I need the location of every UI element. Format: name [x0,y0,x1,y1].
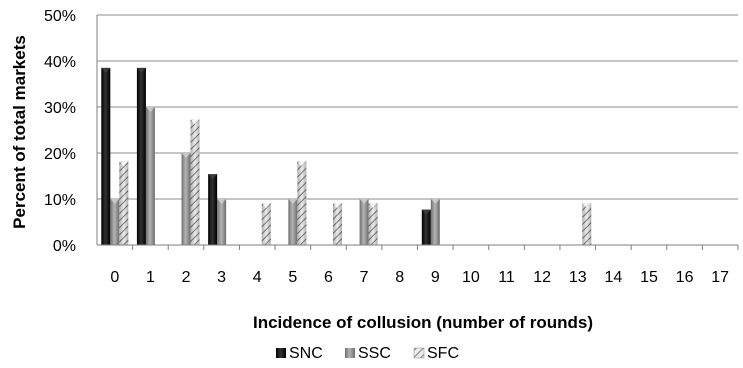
bar-cap [582,203,592,209]
y-tick-labels: 0% 10% 20% 30% 40% 50% [44,8,76,255]
y-tick-label: 50% [44,8,76,25]
y-tick-label: 10% [44,192,76,209]
x-tick-label: 2 [182,269,191,286]
bar-shading [582,203,592,245]
x-tick-label: 11 [498,269,515,286]
bar-cap [217,199,227,204]
bar-ssc [181,153,191,245]
bar-ssc [145,107,155,245]
bar-ssc [430,199,440,245]
x-tick-label: 6 [324,269,333,286]
x-tick-label: 9 [431,269,440,286]
bar-cap [430,199,440,204]
bar-snc [421,209,431,245]
gridlines [97,14,738,200]
y-tick-label: 30% [44,100,76,117]
bar-cap [145,107,155,112]
bar-shading [297,161,307,245]
bar-ssc [359,199,369,245]
x-tick-label: 15 [640,269,658,286]
bar-cap [208,174,218,180]
bar-shading [119,161,129,245]
bar-cap [261,203,271,209]
bar-cap [288,199,298,204]
x-tick-label: 16 [676,269,694,286]
bar-cap [119,161,129,167]
legend-swatch-ssc [345,348,355,358]
legend-label-snc: SNC [289,345,323,362]
bar-shading [261,203,271,245]
x-axis-title: Incidence of collusion (number of rounds… [253,313,593,332]
x-tick-label: 5 [288,269,297,286]
bar-shading [368,203,378,245]
bar-cap [136,67,146,73]
x-tick-label: 13 [569,269,587,286]
legend-label-ssc: SSC [358,345,391,362]
x-tick-label: 7 [360,269,369,286]
bar-ssc [217,199,227,245]
bar-snc [101,67,111,246]
x-tick-label: 10 [462,269,480,286]
y-axis-title: Percent of total markets [10,35,29,229]
x-tick-label: 17 [711,269,729,286]
bar-cap [359,199,369,204]
bar-cap [368,203,378,209]
bar-cap [181,153,191,158]
bar-cap [110,199,120,204]
bar-cap [332,203,342,209]
bar-snc [208,174,218,245]
bar-ssc [110,199,120,245]
y-tick-label: 0% [53,238,76,255]
y-tick-label: 20% [44,146,76,163]
bar-shading [332,203,342,245]
bar-ssc [288,199,298,245]
x-tick-label: 1 [146,269,155,286]
legend-swatch-snc [276,348,286,358]
y-tick-label: 40% [44,54,76,71]
bar-snc [136,67,146,246]
x-tick-label: 4 [253,269,262,286]
x-tick-labels: 0 1 2 3 4 5 6 7 8 9 10 11 12 13 14 15 16 17 [110,245,739,286]
legend-label-sfc: SFC [427,345,459,362]
bar-shading [190,119,200,245]
x-tick-label: 14 [604,269,622,286]
x-tick-label: 0 [110,269,119,286]
bar-cap [101,67,111,73]
legend-swatch-sfc [413,347,425,359]
x-tick-label: 3 [217,269,226,286]
bar-series-group [101,67,592,246]
bar-cap [297,161,307,167]
x-tick-label: 12 [533,269,551,286]
bar-cap [190,119,200,125]
chart-legend: SNC SSC SFC [276,345,459,362]
bar-cap [421,209,431,215]
x-tick-label: 8 [395,269,404,286]
